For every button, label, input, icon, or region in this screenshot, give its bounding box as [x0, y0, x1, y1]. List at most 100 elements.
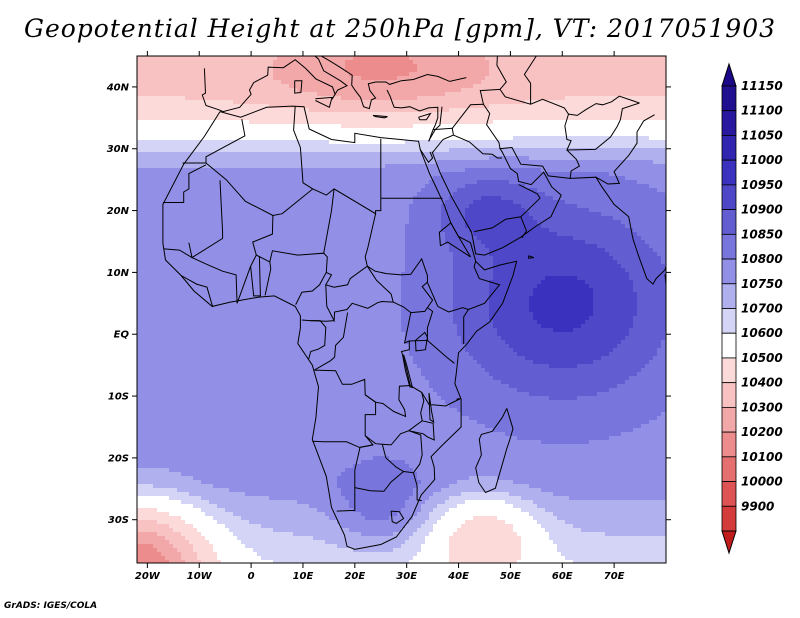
colorbar-label: 10000: [741, 475, 783, 489]
border-iraq: [451, 103, 501, 149]
colorbar-swatch: [721, 308, 737, 334]
border-iran: [479, 88, 581, 180]
colorbar-swatch: [721, 283, 737, 309]
latitude-axis: 40N 30N 20N 10N EQ 10S 20S 30S: [106, 82, 671, 526]
border-pak-india: [595, 114, 655, 185]
lesotho-outline: [390, 510, 405, 524]
socotra-outline: [528, 255, 534, 259]
border-afghan-pak: [566, 102, 640, 151]
border-levant: [428, 106, 443, 142]
lon-tick-label: 70E: [604, 571, 625, 582]
border-chad-car: [325, 213, 377, 288]
border-mauritania-mali: [188, 180, 224, 259]
colorbar-label: 10900: [741, 203, 783, 217]
colorbar: 11150 11100 11050 11000 10950 10900 10850 10800…: [721, 62, 783, 555]
colorbar-swatch: [721, 258, 737, 285]
colorbar-label: 10300: [741, 400, 783, 414]
colorbar-swatch: [721, 110, 737, 136]
border-botswana-za: [354, 471, 404, 492]
turkey-levant-coast: [386, 89, 439, 142]
border-mauritania-ws: [162, 164, 207, 203]
colorbar-label: 10400: [741, 376, 783, 390]
colorbar-swatch: [721, 456, 737, 482]
border-yemen-oman: [520, 216, 528, 239]
border-liberia: [180, 275, 214, 308]
colorbar-swatch: [721, 184, 737, 211]
europe-south-coast: [201, 56, 348, 113]
colorbar-swatch: [721, 382, 737, 408]
crete-outline: [372, 114, 388, 119]
caspian-east: [523, 56, 537, 105]
border-nigeria: [269, 250, 328, 305]
lat-tick-label: 30N: [107, 144, 130, 155]
lon-tick-label: 20W: [135, 571, 161, 582]
colorbar-label: 10200: [741, 425, 783, 439]
border-drc-zambia: [364, 385, 411, 418]
border-ethiopia-south: [426, 261, 501, 313]
border-uganda-rwanda: [400, 312, 412, 362]
lat-tick-label: 20N: [107, 206, 130, 217]
height-field: [137, 56, 666, 563]
coastline-outline: [162, 56, 666, 550]
colorbar-swatch: [721, 505, 737, 532]
colorbar-label: 11100: [741, 104, 783, 118]
border-congo-drc: [314, 312, 349, 371]
colorbar-label: 11000: [741, 153, 783, 167]
colorbar-label: 10700: [741, 302, 783, 316]
arabia-india-coast: [431, 146, 666, 285]
border-za-moz: [412, 472, 422, 502]
madagascar-outline: [475, 408, 514, 494]
colorbar-label: 10750: [741, 277, 783, 291]
longitude-axis: 20W 10W 0 10E 20E 30E 40E 50E 60E 70E: [135, 51, 625, 582]
sinai-coast: [419, 149, 434, 164]
border-uganda-tz: [409, 339, 428, 342]
colorbar-swatch: [721, 135, 737, 161]
border-mali-niger: [252, 215, 274, 256]
border-malawi-moz: [408, 420, 435, 441]
colorbar-swatch: [721, 481, 737, 507]
colorbar-label: 11150: [741, 79, 783, 93]
border-kenya: [426, 307, 455, 364]
border-eritrea-eth: [440, 241, 471, 258]
lat-tick-label: 20S: [108, 453, 129, 464]
colorbar-label: 10950: [741, 178, 783, 192]
colorbar-swatch: [721, 431, 737, 458]
grads-credit: GrADS: IGES/COLA: [4, 601, 98, 611]
border-namibia-botswana: [354, 444, 374, 471]
border-afghanistan-north: [568, 95, 640, 116]
colorbar-label: 10600: [741, 326, 783, 340]
colorbar-label: 10800: [741, 252, 783, 266]
sardinia-outline: [294, 80, 303, 94]
border-zambia-south: [364, 392, 425, 446]
lon-tick-label: 30E: [396, 571, 417, 582]
border-togo-benin: [250, 256, 261, 297]
colorbar-swatch: [721, 332, 737, 359]
border-tz-zambia: [404, 361, 430, 406]
colorbar-label: 11050: [741, 128, 783, 142]
lat-tick-label: EQ: [114, 330, 130, 341]
border-angola: [312, 369, 377, 448]
colorbar-swatch: [721, 357, 737, 384]
lat-tick-label: 10N: [107, 268, 130, 279]
colorbar-label: 10500: [741, 351, 783, 365]
lon-tick-label: 10E: [293, 571, 314, 582]
colorbar-swatch: [721, 85, 737, 112]
border-tz-moz: [430, 398, 461, 407]
map-title: Geopotential Height at 250hPa [gpm], VT:…: [23, 14, 777, 43]
plot-frame: [136, 55, 667, 564]
lon-tick-label: 50E: [500, 571, 521, 582]
lon-tick-label: 40E: [447, 571, 469, 582]
lon-tick-label: 10W: [187, 571, 213, 582]
lat-tick-label: 40N: [106, 82, 130, 93]
lat-tick-label: 10S: [108, 392, 129, 403]
border-algeria-morocco: [205, 119, 246, 163]
border-kenya-somalia: [463, 309, 469, 345]
lat-tick-label: 30S: [108, 515, 129, 526]
africa-coast: [162, 105, 518, 550]
lon-tick-label: 20E: [344, 571, 365, 582]
lon-tick-label: 0: [248, 571, 255, 582]
border-south-sudan: [367, 257, 434, 314]
border-algeria-libya: [299, 147, 314, 190]
balkans-coast: [320, 56, 467, 110]
